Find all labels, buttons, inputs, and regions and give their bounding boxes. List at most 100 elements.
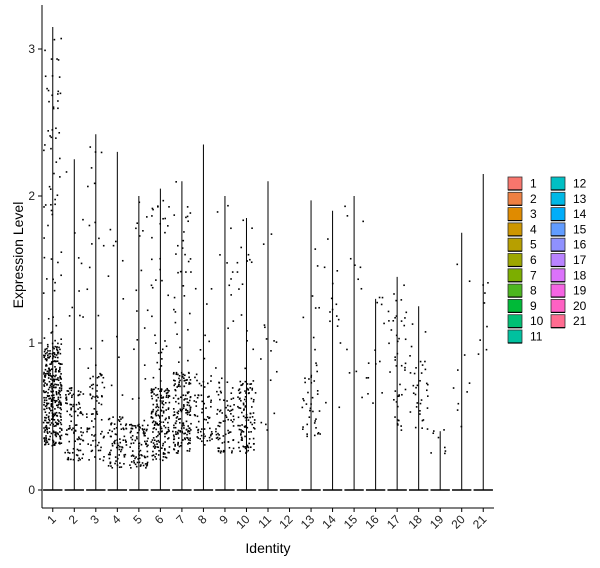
point (160, 409, 162, 411)
point (393, 293, 395, 295)
point (146, 216, 148, 218)
point (60, 385, 63, 387)
point (109, 451, 111, 454)
point (273, 340, 275, 342)
point (123, 456, 126, 458)
point (57, 342, 59, 345)
point (60, 251, 63, 253)
point (242, 402, 245, 405)
point (52, 444, 55, 446)
point (102, 436, 105, 439)
point (167, 426, 170, 429)
point (49, 372, 51, 375)
point (346, 348, 348, 351)
point (182, 407, 185, 410)
point (215, 437, 218, 439)
point (57, 433, 60, 436)
point (425, 382, 428, 385)
point (144, 378, 147, 380)
point (456, 263, 459, 266)
point (118, 356, 120, 359)
point (80, 262, 83, 265)
point (95, 410, 98, 413)
point (173, 411, 176, 413)
point (232, 415, 235, 418)
point (66, 449, 69, 451)
point (146, 455, 149, 458)
point (184, 394, 187, 397)
point (164, 449, 166, 451)
point (146, 440, 148, 442)
point (143, 455, 146, 458)
point (57, 423, 59, 426)
point (97, 314, 100, 317)
point (245, 451, 248, 453)
point (129, 446, 131, 448)
point (110, 449, 112, 452)
point (113, 428, 116, 430)
point (250, 397, 253, 400)
point (400, 429, 403, 431)
point (52, 416, 54, 419)
point (152, 376, 155, 379)
point (51, 409, 54, 412)
point (239, 391, 242, 394)
point (404, 338, 407, 341)
point (45, 435, 47, 437)
point (46, 278, 48, 280)
point (187, 260, 190, 263)
point (45, 441, 47, 444)
point (182, 394, 185, 397)
point (54, 353, 56, 356)
point (138, 426, 141, 428)
point (51, 129, 54, 131)
point (244, 405, 247, 407)
point (54, 425, 57, 427)
point (74, 440, 76, 443)
point (315, 427, 317, 429)
point (204, 435, 206, 438)
point (155, 428, 157, 431)
point (253, 422, 256, 424)
point (210, 288, 213, 290)
point (410, 345, 413, 348)
point (159, 268, 161, 271)
point (231, 387, 234, 389)
point (228, 284, 231, 287)
point (181, 425, 183, 427)
point (65, 171, 68, 173)
point (155, 410, 158, 413)
point (59, 435, 61, 437)
point (44, 411, 47, 414)
x-tick-label: 16 (362, 512, 382, 532)
point (185, 420, 188, 423)
x-tick-label: 15 (341, 512, 361, 532)
point (121, 416, 124, 419)
point (49, 363, 51, 365)
point (173, 371, 175, 374)
point (81, 457, 84, 460)
point (130, 430, 132, 433)
point (241, 411, 243, 414)
legend-key-9 (507, 298, 523, 313)
point (232, 439, 234, 442)
point (426, 389, 428, 392)
point (43, 337, 46, 339)
point (44, 416, 46, 419)
point (152, 431, 154, 433)
legend-label-1: 1 (530, 177, 537, 191)
point (110, 423, 112, 426)
point (47, 345, 49, 348)
point (159, 380, 162, 382)
point (239, 397, 241, 400)
point (199, 430, 202, 433)
point (136, 461, 139, 464)
point (120, 448, 123, 451)
point (124, 439, 127, 442)
point (151, 421, 154, 424)
point (52, 107, 55, 110)
point (90, 347, 93, 350)
point (86, 430, 88, 433)
point (207, 382, 209, 385)
point (160, 390, 162, 392)
